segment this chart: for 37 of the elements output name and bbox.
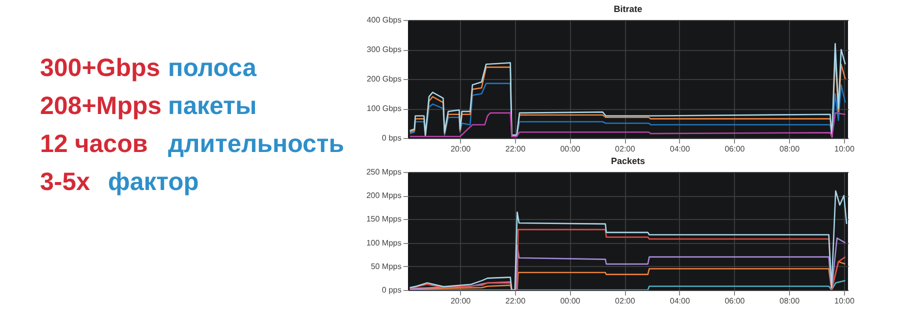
x-tick-label: 20:00 bbox=[450, 296, 472, 306]
x-tick-label: 06:00 bbox=[724, 144, 746, 154]
y-tick-label: 100 Gbps bbox=[366, 104, 402, 113]
text: фактор bbox=[108, 168, 199, 196]
x-tick-label: 22:00 bbox=[505, 296, 526, 306]
x-tick-label: 00:00 bbox=[560, 144, 581, 154]
text: пакеты bbox=[168, 92, 257, 120]
y-tick-label: 400 Gbps bbox=[366, 16, 402, 24]
text: 208+Mpps bbox=[40, 92, 162, 120]
x-tick-label: 02:00 bbox=[615, 144, 636, 154]
text: длительность bbox=[168, 130, 344, 158]
y-tick-label: 0 bps bbox=[382, 134, 402, 142]
chart-title: Packets bbox=[610, 156, 646, 166]
y-tick-label: 200 Gbps bbox=[366, 74, 402, 84]
x-tick-label: 20:00 bbox=[450, 144, 472, 154]
x-tick-label: 04:00 bbox=[670, 144, 690, 154]
text: полоса bbox=[168, 54, 258, 82]
y-tick-label: 250 Mpps bbox=[366, 168, 402, 176]
x-tick-label: 00:00 bbox=[560, 296, 581, 306]
x-tick-label: 10:00 bbox=[834, 144, 855, 154]
text: 300+Gbps bbox=[40, 54, 160, 82]
y-tick-label: 300 Gbps bbox=[366, 45, 402, 54]
y-tick-label: 0 pps bbox=[382, 286, 402, 294]
y-tick-label: 50 Mpps bbox=[370, 262, 402, 271]
x-tick-label: 10:00 bbox=[834, 296, 855, 306]
x-tick-label: 06:00 bbox=[724, 296, 746, 306]
x-tick-label: 22:00 bbox=[505, 144, 526, 154]
y-tick-label: 150 Mpps bbox=[366, 214, 402, 224]
x-tick-label: 08:00 bbox=[780, 296, 800, 306]
x-tick-label: 08:00 bbox=[780, 144, 800, 154]
text: 3-5x bbox=[40, 168, 90, 196]
x-tick-label: 02:00 bbox=[615, 296, 636, 306]
x-tick-label: 04:00 bbox=[670, 296, 690, 306]
text: 12 часов bbox=[40, 130, 148, 158]
y-tick-label: 100 Mpps bbox=[366, 238, 402, 248]
chart-title: Bitrate bbox=[614, 4, 642, 14]
y-tick-label: 200 Mpps bbox=[366, 191, 402, 200]
